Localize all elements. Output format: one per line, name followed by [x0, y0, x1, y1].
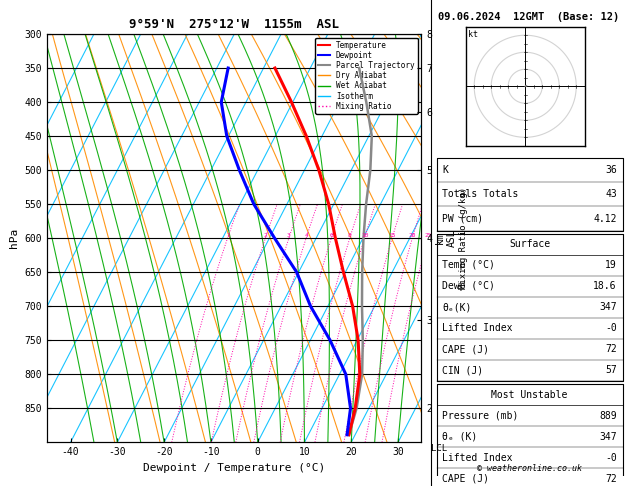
Y-axis label: km
ASL: km ASL — [435, 229, 457, 247]
Text: 8: 8 — [348, 233, 352, 238]
Text: -0: -0 — [605, 323, 617, 333]
Text: CAPE (J): CAPE (J) — [442, 345, 489, 354]
Text: 43: 43 — [605, 189, 617, 199]
Text: 09.06.2024  12GMT  (Base: 12): 09.06.2024 12GMT (Base: 12) — [438, 12, 619, 22]
Title: 9°59'N  275°12'W  1155m  ASL: 9°59'N 275°12'W 1155m ASL — [130, 18, 339, 32]
Text: 1: 1 — [226, 233, 230, 238]
Text: © weatheronline.co.uk: © weatheronline.co.uk — [477, 464, 582, 473]
Text: Dewp (°C): Dewp (°C) — [442, 281, 495, 292]
X-axis label: Dewpoint / Temperature (°C): Dewpoint / Temperature (°C) — [143, 463, 325, 473]
Text: Lifted Index: Lifted Index — [442, 323, 513, 333]
Text: 889: 889 — [599, 411, 617, 421]
Text: 20: 20 — [409, 233, 416, 238]
Text: CAPE (J): CAPE (J) — [442, 474, 489, 484]
Text: 6: 6 — [330, 233, 333, 238]
Text: -0: -0 — [605, 452, 617, 463]
Text: 19: 19 — [605, 260, 617, 270]
Text: 4: 4 — [304, 233, 308, 238]
Text: 347: 347 — [599, 302, 617, 312]
Text: 72: 72 — [605, 345, 617, 354]
Text: Surface: Surface — [509, 240, 550, 249]
Text: PW (cm): PW (cm) — [442, 213, 484, 224]
Text: 2: 2 — [264, 233, 267, 238]
Text: 15: 15 — [389, 233, 396, 238]
Text: 57: 57 — [605, 365, 617, 376]
Text: 347: 347 — [599, 432, 617, 442]
Text: Lifted Index: Lifted Index — [442, 452, 513, 463]
Text: 72: 72 — [605, 474, 617, 484]
Legend: Temperature, Dewpoint, Parcel Trajectory, Dry Adiabat, Wet Adiabat, Isotherm, Mi: Temperature, Dewpoint, Parcel Trajectory… — [315, 38, 418, 114]
Y-axis label: hPa: hPa — [9, 228, 19, 248]
Text: 4.12: 4.12 — [593, 213, 617, 224]
Text: θₑ(K): θₑ(K) — [442, 302, 472, 312]
Text: LCL: LCL — [431, 444, 447, 453]
Text: θₑ (K): θₑ (K) — [442, 432, 477, 442]
Text: kt: kt — [468, 30, 478, 39]
Text: Most Unstable: Most Unstable — [491, 390, 568, 399]
Text: Mixing Ratio (g/kg): Mixing Ratio (g/kg) — [459, 187, 468, 289]
Text: 18.6: 18.6 — [593, 281, 617, 292]
Text: 10: 10 — [361, 233, 369, 238]
Text: CIN (J): CIN (J) — [442, 365, 484, 376]
Text: Temp (°C): Temp (°C) — [442, 260, 495, 270]
Text: 3: 3 — [287, 233, 291, 238]
Text: 25: 25 — [425, 233, 432, 238]
Text: 36: 36 — [605, 165, 617, 175]
Text: Pressure (mb): Pressure (mb) — [442, 411, 519, 421]
Text: Totals Totals: Totals Totals — [442, 189, 519, 199]
Text: K: K — [442, 165, 448, 175]
